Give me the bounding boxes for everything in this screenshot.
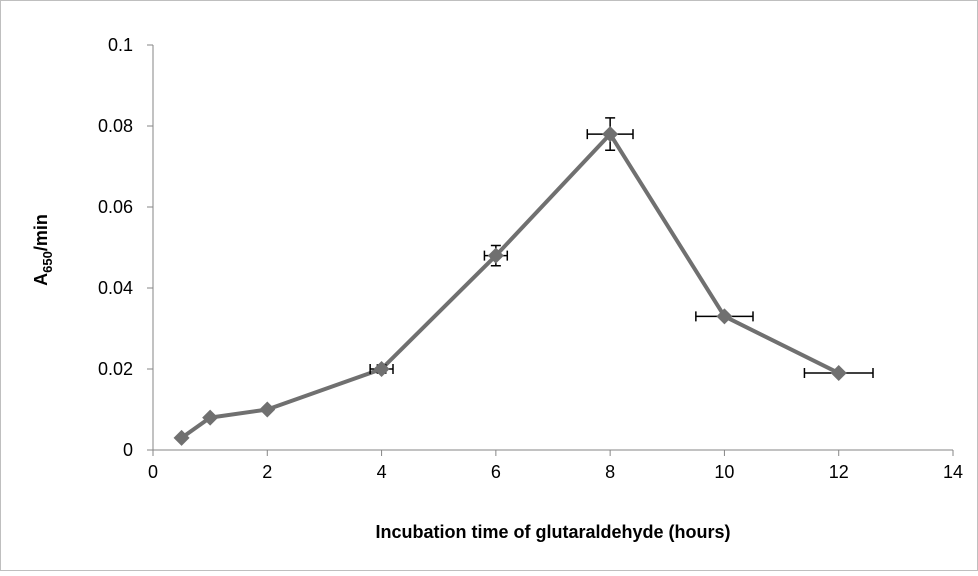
data-point	[602, 126, 619, 143]
x-tick-label: 14	[943, 462, 963, 482]
x-tick-label: 10	[714, 462, 734, 482]
data-point	[202, 409, 219, 426]
y-label-base: A	[31, 273, 51, 286]
x-axis-label: Incubation time of glutaraldehyde (hours…	[375, 522, 730, 542]
data-point	[259, 401, 276, 418]
x-tick-label: 0	[148, 462, 158, 482]
y-label-sub: 650	[40, 251, 55, 273]
y-tick-label: 0.04	[98, 278, 133, 298]
x-tick-label: 8	[605, 462, 615, 482]
data-point	[173, 429, 190, 446]
x-tick-label: 4	[377, 462, 387, 482]
y-tick-label: 0	[123, 440, 133, 460]
y-tick-label: 0.1	[108, 35, 133, 55]
data-line	[180, 132, 840, 440]
y-axis-label: A650/min	[31, 214, 55, 286]
y-tick-label: 0.08	[98, 116, 133, 136]
y-tick-label: 0.06	[98, 197, 133, 217]
x-tick-label: 2	[262, 462, 272, 482]
x-tick-label: 12	[829, 462, 849, 482]
data-point	[487, 247, 504, 264]
data-point	[373, 361, 390, 377]
x-tick-label: 6	[491, 462, 501, 482]
data-point	[830, 365, 847, 382]
data-point	[716, 308, 733, 325]
y-label-rest: /min	[31, 214, 51, 251]
y-tick-label: 0.02	[98, 359, 133, 379]
